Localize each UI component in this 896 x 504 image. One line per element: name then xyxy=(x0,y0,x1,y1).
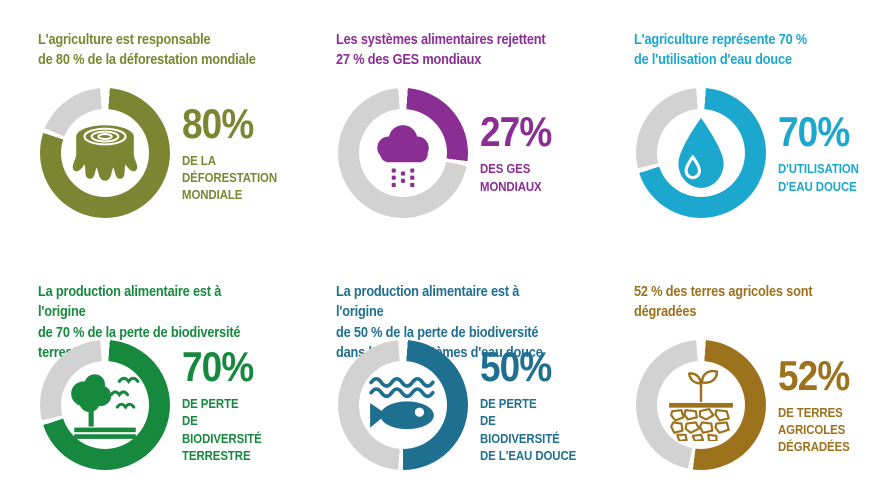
donut-chart xyxy=(338,340,468,470)
percent-caption: D'UTILISATION D'EAU DOUCE xyxy=(778,161,859,194)
tree-birds-icon xyxy=(71,374,140,439)
percent-caption: DE TERRES AGRICOLES DÉGRADÉES xyxy=(778,404,850,455)
stat-panel-ges: Les systèmes alimentaires rejettent 27 %… xyxy=(298,0,596,252)
panel-title: Les systèmes alimentaires rejettent 27 %… xyxy=(336,32,546,69)
percent-value: 80% xyxy=(182,99,254,147)
stat-text: 70% D'UTILISATION D'EAU DOUCE xyxy=(778,111,875,194)
stat-text: 70% DE PERTE DE BIODIVERSITÉ TERRESTRE xyxy=(182,346,279,464)
percent-value: 70% xyxy=(778,108,850,156)
donut-chart xyxy=(40,88,170,218)
panel-title: La production alimentaire est à l'origin… xyxy=(38,284,241,361)
donut-chart xyxy=(636,88,766,218)
water-drop-icon xyxy=(678,118,724,188)
stat-text: 80% DE LA DÉFORESTATION MONDIALE xyxy=(182,99,279,203)
sprout-soil-icon xyxy=(669,369,733,441)
panel-title: 52 % des terres agricoles sont dégradées xyxy=(634,284,813,321)
fish-waves-icon xyxy=(369,376,435,430)
donut-chart xyxy=(338,88,468,218)
panel-title: L'agriculture représente 70 % de l'utili… xyxy=(634,32,808,69)
donut-chart xyxy=(40,340,170,470)
panel-title: L'agriculture est responsable de 80 % de… xyxy=(38,32,256,69)
stat-panel-biodiversite-terrestre: La production alimentaire est à l'origin… xyxy=(0,252,298,504)
panel-title: La production alimentaire est à l'origin… xyxy=(336,284,543,361)
stat-panel-deforestation: L'agriculture est responsable de 80 % de… xyxy=(0,0,298,252)
stat-panel-biodiversite-eau-douce: La production alimentaire est à l'origin… xyxy=(298,252,596,504)
rain-cloud-icon xyxy=(377,125,429,187)
percent-value: 70% xyxy=(182,343,254,391)
tree-stump-icon xyxy=(72,125,138,181)
percent-caption: DE LA DÉFORESTATION MONDIALE xyxy=(182,152,278,203)
stat-panel-eau-douce: L'agriculture représente 70 % de l'utili… xyxy=(596,0,894,252)
percent-value: 50% xyxy=(480,343,552,391)
stat-text: 50% DE PERTE DE BIODIVERSITÉ DE L'EAU DO… xyxy=(480,346,577,464)
percent-caption: DES GES MONDIAUX xyxy=(480,161,542,194)
percent-caption: DE PERTE DE BIODIVERSITÉ TERRESTRE xyxy=(182,396,262,463)
stat-text: 27% DES GES MONDIAUX xyxy=(480,111,577,194)
donut-chart xyxy=(636,340,766,470)
percent-value: 27% xyxy=(480,108,552,156)
percent-caption: DE PERTE DE BIODIVERSITÉ DE L'EAU DOUCE xyxy=(480,396,577,463)
stat-panel-terres-degradees: 52 % des terres agricoles sont dégradées xyxy=(596,252,894,504)
percent-value: 52% xyxy=(778,351,850,399)
stat-text: 52% DE TERRES AGRICOLES DÉGRADÉES xyxy=(778,351,875,455)
